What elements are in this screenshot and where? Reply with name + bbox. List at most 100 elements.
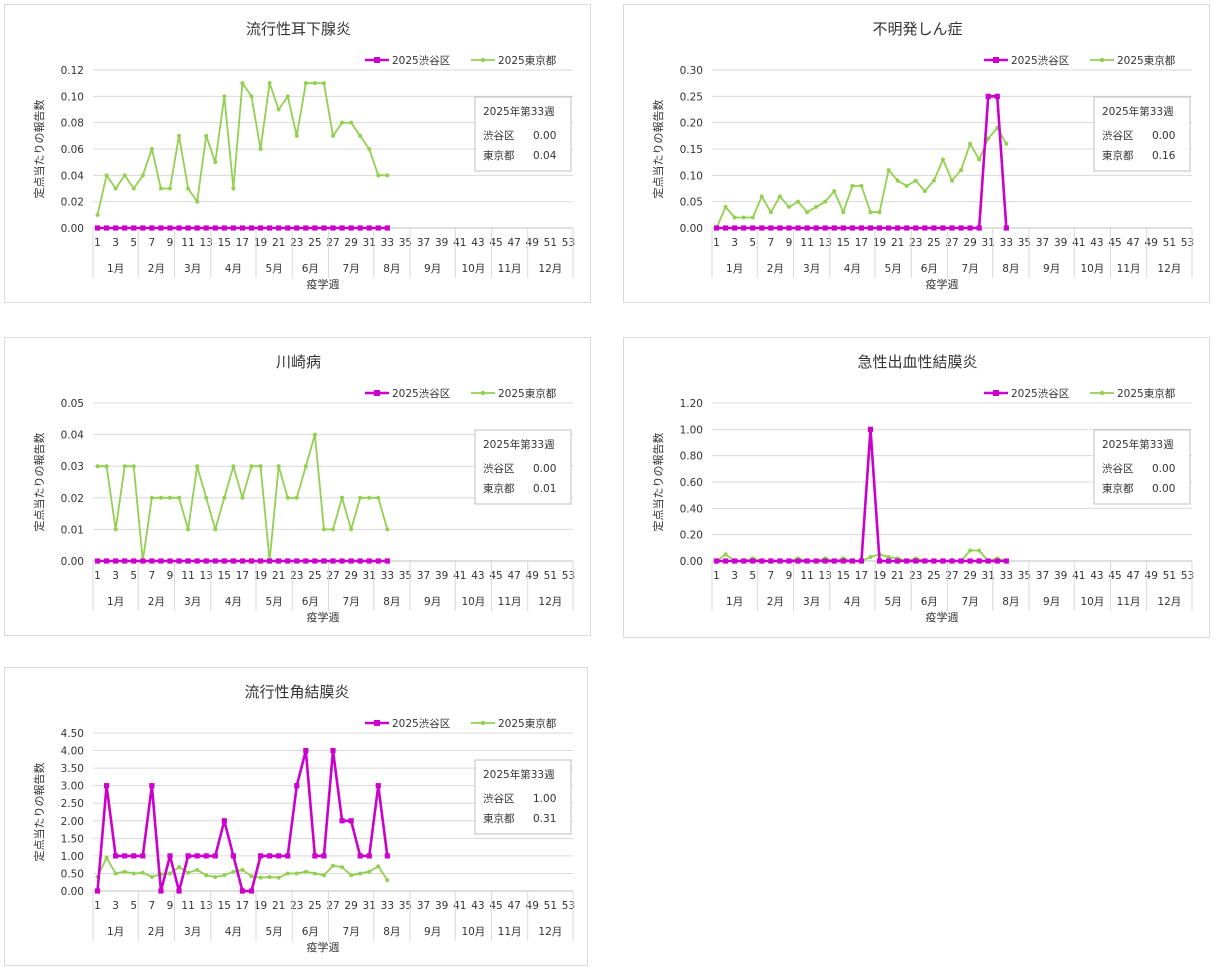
data-point-shibuya	[212, 558, 218, 564]
month-label: 2月	[767, 596, 784, 608]
data-point-tokyo	[113, 871, 118, 876]
data-point-shibuya	[294, 783, 300, 789]
data-point-shibuya	[140, 225, 146, 231]
info-row-value: 0.16	[1152, 150, 1176, 162]
x-tick-label: 45	[489, 237, 502, 249]
month-label: 3月	[184, 926, 201, 938]
data-point-tokyo	[95, 464, 100, 469]
data-point-tokyo	[340, 495, 345, 500]
data-point-shibuya	[149, 225, 155, 231]
y-tick-label: 0.15	[680, 144, 703, 156]
month-label: 11月	[498, 596, 522, 608]
data-point-shibuya	[230, 558, 236, 564]
data-point-tokyo	[213, 160, 218, 165]
data-point-tokyo	[349, 873, 354, 878]
info-box	[474, 429, 572, 505]
x-tick-label: 31	[363, 237, 376, 249]
month-label: 8月	[1002, 263, 1019, 275]
x-tick-label: 33	[1000, 570, 1013, 582]
data-point-tokyo	[158, 186, 163, 191]
month-label: 4月	[225, 263, 242, 275]
y-tick-label: 0.10	[680, 170, 703, 182]
y-axis-label: 定点当たりの報告数	[32, 763, 46, 862]
y-tick-label: 0.06	[61, 144, 85, 156]
x-tick-label: 41	[453, 237, 466, 249]
month-label: 7月	[343, 263, 360, 275]
data-point-shibuya	[167, 225, 173, 231]
data-point-tokyo	[267, 874, 272, 879]
x-tick-label: 17	[236, 237, 249, 249]
data-point-shibuya	[831, 558, 837, 564]
x-tick-label: 1	[713, 570, 720, 582]
x-tick-label: 31	[363, 570, 376, 582]
x-tick-label: 33	[381, 237, 394, 249]
month-label: 9月	[424, 263, 441, 275]
month-label: 4月	[225, 596, 242, 608]
data-point-shibuya	[194, 225, 200, 231]
x-tick-label: 5	[749, 237, 756, 249]
data-point-tokyo	[340, 120, 345, 125]
data-point-tokyo	[140, 870, 145, 875]
x-tick-label: 15	[837, 237, 850, 249]
x-tick-label: 1	[94, 237, 101, 249]
data-point-shibuya	[348, 225, 354, 231]
data-point-shibuya	[185, 558, 191, 564]
x-tick-label: 43	[471, 900, 484, 912]
data-point-shibuya	[375, 783, 381, 789]
data-point-tokyo	[249, 464, 254, 469]
x-tick-label: 45	[489, 570, 502, 582]
y-tick-label: 0.60	[680, 477, 703, 489]
data-point-tokyo	[222, 495, 227, 500]
data-point-tokyo	[832, 189, 837, 194]
data-point-tokyo	[986, 136, 991, 141]
chart-panel-mumps: 流行性耳下腺炎 0.00 0.02 0.04 0.06 0.08 0.10 0.12 1 3 5 7 9…	[4, 4, 591, 303]
x-tick-label: 19	[254, 570, 267, 582]
legend-label: 2025渋谷区	[392, 717, 450, 730]
month-label: 1月	[726, 596, 743, 608]
data-point-shibuya	[858, 225, 865, 231]
data-point-tokyo	[258, 147, 263, 151]
data-point-tokyo	[376, 864, 381, 869]
data-point-shibuya	[149, 783, 155, 789]
x-axis-label: 疫学週	[307, 940, 340, 954]
x-tick-label: 45	[1108, 237, 1121, 249]
data-point-shibuya	[321, 853, 327, 859]
y-tick-label: 2.50	[61, 798, 84, 810]
x-tick-label: 31	[363, 900, 376, 912]
data-point-tokyo	[895, 178, 900, 183]
month-label: 6月	[302, 926, 319, 938]
data-point-shibuya	[867, 426, 874, 432]
legend-swatch-marker	[1099, 390, 1105, 396]
data-point-shibuya	[330, 225, 336, 231]
data-point-tokyo	[195, 199, 200, 204]
data-point-shibuya	[176, 888, 182, 894]
data-point-shibuya	[212, 225, 218, 231]
data-point-shibuya	[194, 558, 200, 564]
info-row-value: 0.00	[1152, 463, 1175, 475]
data-point-shibuya	[976, 225, 982, 231]
x-tick-label: 43	[471, 570, 484, 582]
x-tick-label: 27	[945, 237, 958, 249]
x-tick-label: 15	[837, 570, 850, 582]
data-point-shibuya	[221, 558, 227, 564]
chart-panel-hemorrhagic-conjunctivitis: 急性出血性結膜炎 0.00 0.20 0.40 0.60 0.80 1.00 1.20 1 3 5 7…	[623, 337, 1210, 638]
month-label: 1月	[107, 596, 124, 608]
x-tick-label: 1	[94, 900, 101, 912]
x-tick-label: 9	[786, 237, 793, 249]
data-point-shibuya	[722, 558, 729, 564]
x-tick-label: 13	[819, 570, 832, 582]
x-tick-label: 3	[112, 900, 119, 912]
info-heading: 2025年第33週	[1102, 438, 1174, 451]
data-point-shibuya	[94, 888, 101, 894]
data-point-shibuya	[194, 853, 200, 859]
month-label: 3月	[803, 263, 820, 275]
data-point-tokyo	[95, 212, 100, 217]
data-point-shibuya	[312, 225, 318, 231]
x-tick-label: 5	[130, 570, 137, 582]
x-tick-label: 35	[1018, 570, 1031, 582]
info-row-value: 0.00	[1152, 130, 1175, 142]
y-tick-label: 0.02	[61, 493, 84, 505]
data-point-shibuya	[357, 558, 363, 564]
data-point-tokyo	[167, 871, 172, 876]
